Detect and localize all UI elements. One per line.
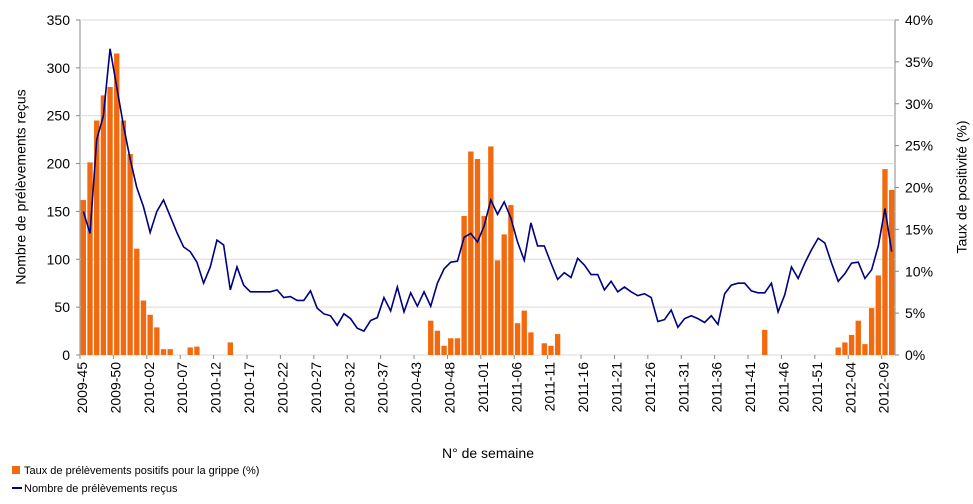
y-axis-label: Nombre de prélèvements reçus <box>13 89 29 284</box>
bar <box>554 334 561 355</box>
bar <box>134 248 140 355</box>
y-tick-label: 300 <box>47 60 71 76</box>
bar <box>842 342 848 355</box>
line <box>82 48 893 333</box>
bar <box>167 349 173 355</box>
x-tick-label: 2010-22 <box>274 362 290 414</box>
y2-tick-label: 40% <box>905 12 933 28</box>
bar <box>548 345 554 355</box>
bar <box>434 330 441 355</box>
bar <box>528 332 534 355</box>
bar <box>147 314 153 355</box>
x-tick-label: 2011-01 <box>475 362 491 413</box>
bar <box>862 344 868 355</box>
bar <box>875 275 881 355</box>
x-tick-label: 2010-12 <box>208 362 224 414</box>
x-tick-label: 2010-17 <box>241 362 257 414</box>
bar <box>441 345 447 355</box>
y-tick-label: 250 <box>47 108 71 124</box>
y-tick-label: 0 <box>62 347 70 363</box>
legend-swatch <box>12 466 20 474</box>
x-tick-label: 2011-51 <box>809 362 825 413</box>
bar <box>187 347 193 355</box>
bar <box>868 308 875 355</box>
x-tick-label: 2011-26 <box>642 362 658 413</box>
bar <box>194 346 200 355</box>
bar <box>855 320 861 355</box>
y2-axis-label: Taux de positivité (%) <box>954 120 970 253</box>
y2-tick-label: 25% <box>905 138 933 154</box>
y2-tick-label: 5% <box>905 305 925 321</box>
y-tick-label: 350 <box>47 12 71 28</box>
x-tick-label: 2011-36 <box>709 362 725 413</box>
x-tick-label: 2010-43 <box>408 362 424 414</box>
bar <box>94 120 100 355</box>
x-tick-label: 2012-09 <box>876 362 892 414</box>
x-tick-label: 2012-04 <box>842 362 858 414</box>
bar <box>140 300 147 355</box>
y-tick-label: 50 <box>54 299 70 315</box>
bar <box>481 215 487 355</box>
bar <box>888 190 895 355</box>
bar <box>474 159 481 355</box>
y2-tick-label: 30% <box>905 96 933 112</box>
x-tick-label: 2011-11 <box>542 362 558 412</box>
bar <box>114 53 120 355</box>
bar <box>848 334 855 355</box>
bar <box>514 323 521 355</box>
x-tick-label: 2011-31 <box>675 362 691 413</box>
y2-tick-label: 10% <box>905 263 933 279</box>
bar <box>448 338 454 355</box>
bar <box>160 349 167 355</box>
bar <box>468 151 474 355</box>
bar <box>127 154 133 355</box>
bar <box>454 338 461 355</box>
y2-tick-label: 35% <box>905 54 933 70</box>
bar <box>80 200 87 355</box>
bar <box>488 146 494 355</box>
bar <box>107 87 113 355</box>
x-tick-label: 2010-48 <box>441 362 457 414</box>
x-tick-label: 2009-50 <box>107 362 123 414</box>
y2-tick-label: 15% <box>905 221 933 237</box>
x-tick-label: 2011-06 <box>508 362 524 413</box>
bar <box>154 327 160 355</box>
x-tick-label: 2011-41 <box>742 362 758 413</box>
y-tick-label: 200 <box>47 156 71 172</box>
legend-label: Taux de prélèvements positifs pour la gr… <box>24 465 259 477</box>
bar <box>501 234 507 355</box>
x-tick-label: 2011-46 <box>775 362 791 413</box>
bar <box>521 310 527 355</box>
x-tick-label: 2011-21 <box>608 362 624 413</box>
x-tick-label: 2010-27 <box>308 362 324 414</box>
bar <box>508 205 514 355</box>
x-tick-label: 2010-32 <box>341 362 357 414</box>
bar <box>762 329 768 355</box>
x-tick-label: 2010-37 <box>375 362 391 414</box>
x-tick-label: 2011-16 <box>575 362 591 413</box>
bar <box>494 260 501 355</box>
bar <box>87 162 93 355</box>
y-tick-label: 100 <box>47 251 71 267</box>
y2-tick-label: 0% <box>905 347 925 363</box>
legend-label: Nombre de prélèvements reçus <box>24 483 178 495</box>
x-tick-label: 2010-02 <box>141 362 157 414</box>
bar <box>882 169 888 355</box>
x-tick-label: 2009-45 <box>74 362 90 414</box>
bar <box>120 120 127 355</box>
y2-tick-label: 20% <box>905 180 933 196</box>
bar <box>100 95 107 355</box>
y-tick-label: 150 <box>47 203 71 219</box>
bar <box>227 342 233 355</box>
bar <box>461 215 467 355</box>
bar <box>541 343 547 355</box>
bar <box>428 320 434 355</box>
x-tick-label: 2010-07 <box>174 362 190 414</box>
bar <box>835 347 841 355</box>
x-axis-label: N° de semaine <box>442 445 534 461</box>
